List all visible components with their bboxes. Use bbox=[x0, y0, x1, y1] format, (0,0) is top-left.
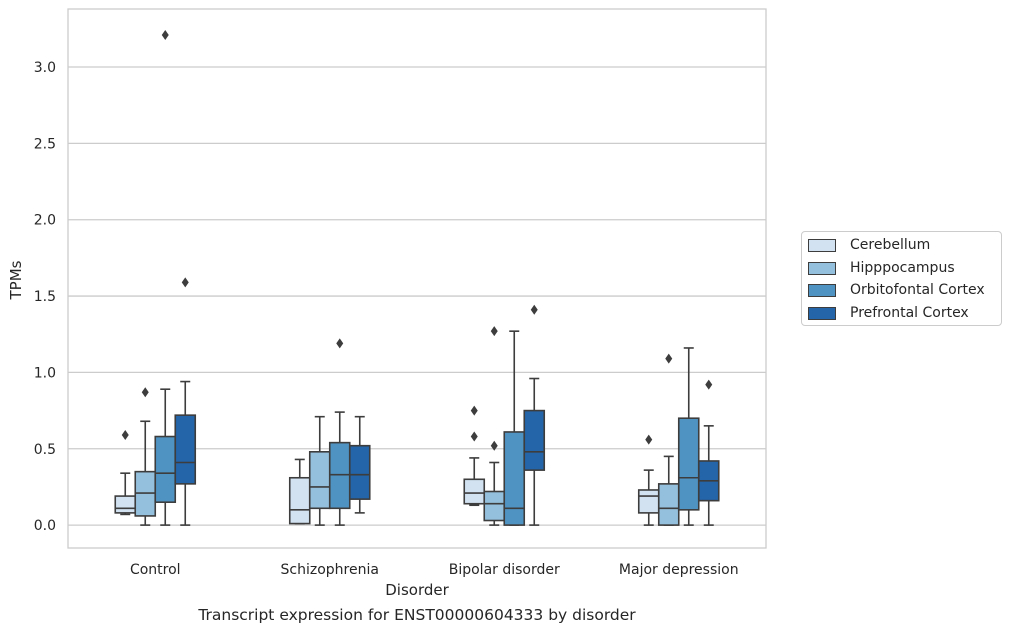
boxes bbox=[114, 29, 720, 526]
y-tick-label: 1.5 bbox=[34, 289, 56, 305]
box bbox=[523, 409, 546, 471]
box-group bbox=[483, 326, 506, 526]
outlier-point bbox=[705, 379, 713, 390]
box bbox=[657, 483, 680, 526]
y-axis-title: TPMs bbox=[7, 260, 25, 300]
outlier-point bbox=[490, 440, 498, 451]
y-tick-labels: 0.0 0.5 1.0 1.5 2.0 2.5 3.0 bbox=[34, 60, 56, 534]
x-tick-label: Schizophrenia bbox=[281, 562, 379, 578]
legend-label-hippocampus: Hipppocampus bbox=[850, 260, 955, 276]
box bbox=[154, 435, 177, 503]
box bbox=[463, 478, 486, 505]
legend-swatch-prefrontal bbox=[808, 306, 836, 320]
outlier-point bbox=[181, 277, 189, 288]
box-group bbox=[348, 415, 371, 514]
box-group bbox=[114, 430, 137, 516]
y-tick-label: 2.5 bbox=[34, 136, 56, 152]
outlier-point bbox=[490, 326, 498, 337]
box-group bbox=[154, 29, 177, 526]
outlier-point bbox=[530, 304, 538, 315]
x-tick-label: Major depression bbox=[619, 562, 739, 578]
box-group bbox=[523, 304, 546, 526]
box-group bbox=[637, 434, 660, 526]
box-group bbox=[463, 405, 486, 507]
x-axis-title: Disorder bbox=[385, 581, 449, 599]
outlier-point bbox=[336, 338, 344, 349]
box bbox=[483, 490, 506, 522]
legend-item-prefrontal: Prefrontal Cortex bbox=[808, 303, 969, 323]
outlier-point bbox=[665, 353, 673, 364]
y-tick-label: 2.0 bbox=[34, 213, 56, 229]
x-tick-labels: Control Schizophrenia Bipolar disorder Majo… bbox=[130, 562, 739, 578]
box-group bbox=[174, 277, 197, 526]
y-tick-label: 3.0 bbox=[34, 60, 56, 76]
outlier-point bbox=[470, 405, 478, 416]
legend-label-cerebellum: Cerebellum bbox=[850, 237, 931, 253]
box-group bbox=[308, 415, 331, 526]
legend-swatch-hippocampus bbox=[808, 261, 836, 275]
box bbox=[288, 476, 311, 525]
box-group bbox=[328, 338, 351, 526]
box bbox=[114, 495, 137, 514]
box-group bbox=[134, 387, 157, 526]
y-tick-label: 0.5 bbox=[34, 442, 56, 458]
x-tick-label: Bipolar disorder bbox=[449, 562, 560, 578]
box bbox=[637, 489, 660, 514]
box bbox=[174, 414, 197, 485]
y-tick-label: 1.0 bbox=[34, 365, 56, 381]
box bbox=[348, 444, 371, 500]
box-group bbox=[503, 330, 526, 526]
box-group bbox=[697, 379, 720, 526]
legend-swatch-orbitofrontal bbox=[808, 283, 836, 297]
legend-swatch-cerebellum bbox=[808, 238, 836, 252]
legend-item-cerebellum: Cerebellum bbox=[808, 235, 930, 255]
box-group bbox=[677, 347, 700, 526]
box-group bbox=[288, 458, 311, 525]
box bbox=[677, 417, 700, 511]
outlier-point bbox=[121, 430, 129, 441]
outlier-point bbox=[645, 434, 653, 445]
box-group bbox=[657, 353, 680, 526]
box bbox=[503, 431, 526, 526]
legend-label-orbitofrontal: Orbitofontal Cortex bbox=[850, 282, 985, 298]
legend-item-hippocampus: Hipppocampus bbox=[808, 258, 955, 278]
outlier-point bbox=[141, 387, 149, 398]
outlier-point bbox=[470, 431, 478, 442]
legend-label-prefrontal: Prefrontal Cortex bbox=[850, 305, 969, 321]
outlier-point bbox=[161, 29, 169, 40]
plot-frame bbox=[67, 8, 767, 549]
legend: Cerebellum Hipppocampus Orbitofontal Cor… bbox=[801, 231, 1002, 326]
x-tick-label: Control bbox=[130, 562, 181, 578]
legend-item-orbitofrontal: Orbitofontal Cortex bbox=[808, 280, 985, 300]
box bbox=[308, 451, 331, 510]
y-tick-label: 0.0 bbox=[34, 518, 56, 534]
figure-caption: Transcript expression for ENST0000060433… bbox=[198, 606, 636, 624]
